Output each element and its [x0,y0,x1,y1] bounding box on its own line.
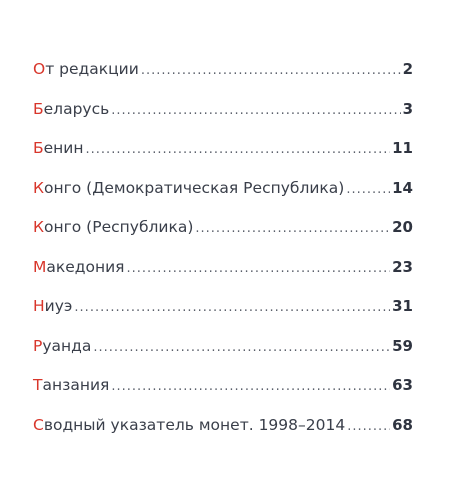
toc-entry-page-number: 3 [402,99,413,118]
toc-entry-initial: Р [33,336,43,355]
toc-entry-page-number: 2 [402,60,413,78]
toc-entry-benin[interactable]: Бенин ..................................… [33,139,413,159]
toc-entry-belarus[interactable]: Беларусь ...............................… [33,100,413,120]
toc-entry-title-rest: анзания [42,376,110,394]
toc-entry-title-rest: еларусь [43,99,110,118]
toc-entry-title-rest: уанда [42,336,92,355]
toc-entry-initial: О [33,60,46,78]
toc-entry-initial: С [33,415,44,434]
dot-leader: ........................................… [140,63,401,78]
toc-entry-initial: Б [33,99,44,118]
toc-entry-title: Македония [33,258,125,276]
dot-leader: ........................................… [85,142,391,157]
table-of-contents: От редакции ............................… [33,60,413,455]
toc-entry-page-number: 31 [392,297,413,315]
toc-entry-title: От редакции [33,60,139,78]
toc-entry-title: Сводный указатель монет. 1998–2014 [33,416,345,434]
toc-entry-title-rest: енин [43,139,84,157]
dot-leader: ........................................… [126,260,391,276]
toc-entry-initial: К [33,178,45,197]
toc-entry-page-number: 68 [392,415,413,434]
dot-leader: ........................................… [111,379,391,394]
toc-entry-title: Беларусь [33,100,109,118]
toc-entry-title-rest: акедония [46,257,125,276]
toc-entry-page-number: 59 [392,336,413,355]
toc-entry-title-rest: онго (Демократическая Республика) [44,178,345,197]
toc-entry-page-number: 63 [392,376,413,394]
dot-leader: ........................................… [111,102,401,118]
toc-entry-title: Конго (Демократическая Республика) [33,179,344,197]
toc-entry-initial: М [33,257,47,276]
toc-entry-congo-republic[interactable]: Конго (Республика) .....................… [33,218,413,238]
dot-leader: ........................................… [93,339,391,355]
dot-leader: ........................................… [74,300,390,315]
toc-entry-title: Танзания [33,376,109,394]
toc-entry-coin-index[interactable]: Сводный указатель монет. 1998–2014 .....… [33,416,413,436]
dot-leader: ........................................… [346,181,390,197]
toc-entry-page-number: 11 [392,139,413,157]
toc-entry-niue[interactable]: Ниуэ ...................................… [33,297,413,317]
toc-entry-initial: Б [33,139,44,157]
toc-entry-rwanda[interactable]: Руанда .................................… [33,337,413,357]
dot-leader: ........................................… [347,418,390,434]
toc-entry-title: Ниуэ [33,297,72,315]
toc-entry-title: Бенин [33,139,84,157]
toc-entry-macedonia[interactable]: Македония ..............................… [33,258,413,278]
toc-entry-editorial[interactable]: От редакции ............................… [33,60,413,80]
toc-entry-title: Конго (Республика) [33,218,193,236]
toc-entry-initial: К [33,218,45,236]
toc-entry-title-rest: т редакции [45,60,139,78]
toc-entry-congo-drc[interactable]: Конго (Демократическая Республика) .....… [33,179,413,199]
toc-entry-title: Руанда [33,337,91,355]
dot-leader: ........................................… [195,221,391,236]
toc-entry-initial: Т [33,376,43,394]
toc-entry-tanzania[interactable]: Танзания ...............................… [33,376,413,396]
toc-entry-page-number: 23 [392,257,413,276]
toc-entry-initial: Н [33,297,45,315]
toc-entry-title-rest: водный указатель монет. 1998–2014 [43,415,346,434]
toc-entry-page-number: 20 [392,218,413,236]
toc-entry-title-rest: иуэ [44,297,73,315]
toc-entry-page-number: 14 [392,178,413,197]
toc-entry-title-rest: онго (Республика) [44,218,194,236]
